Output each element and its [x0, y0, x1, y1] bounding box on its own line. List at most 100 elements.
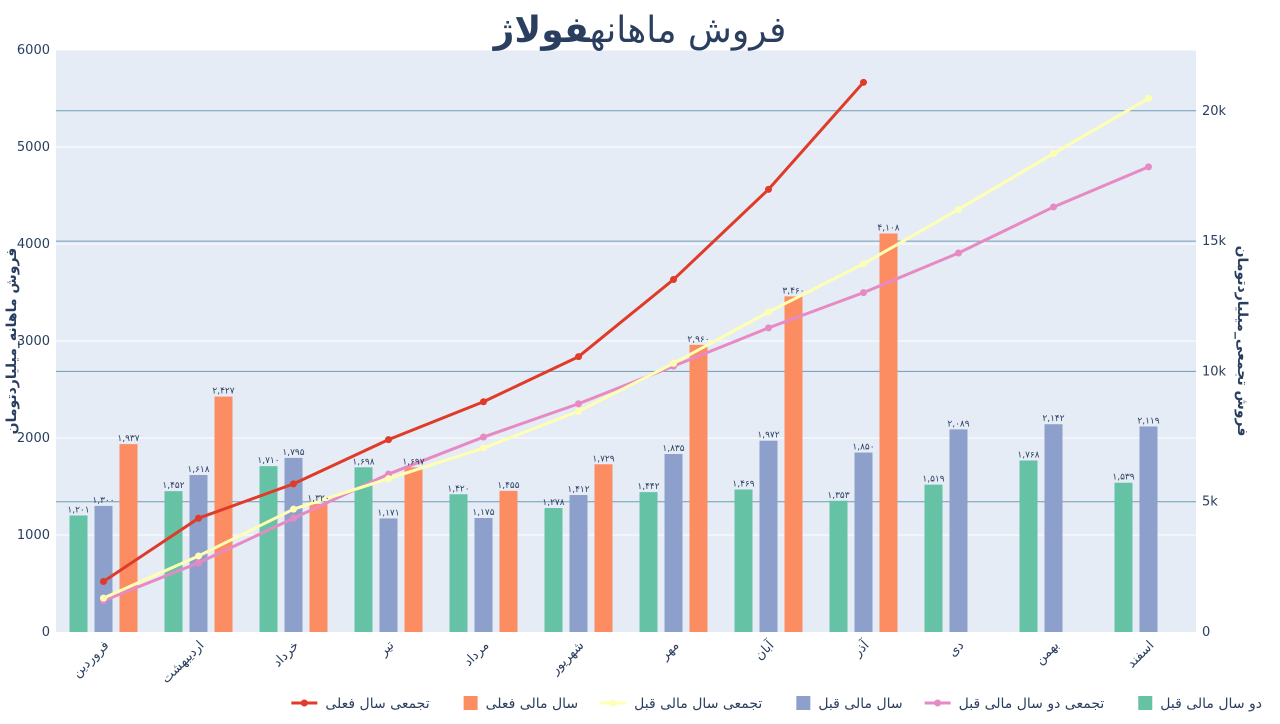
- bar: [354, 467, 373, 632]
- bar: [689, 344, 708, 632]
- bar-value-label: ۱,۳۰۰: [92, 496, 114, 506]
- line-point: [1050, 203, 1057, 211]
- bar-value-label: ۱,۴۵۵: [497, 481, 519, 491]
- gridlines: [56, 49, 1196, 536]
- chart-title-main: فروش ماهانه: [589, 10, 787, 51]
- bar-value-label: ۲,۱۴۲: [1042, 414, 1064, 424]
- legend-item: تجمعی سال مالی قبل: [600, 696, 762, 712]
- x-tick-label: شهریور: [547, 638, 587, 678]
- bar: [759, 440, 778, 632]
- bar-value-label: ۱,۴۲۰: [447, 484, 469, 494]
- line-point: [765, 324, 772, 332]
- bar: [594, 464, 613, 632]
- bar-value-label: ۳,۴۶۰: [782, 286, 804, 296]
- legend: دو سال مالی قبل تجمعی دو سال مالی قبل سال …: [291, 696, 1262, 712]
- bar-value-label: ۱,۷۶۸: [1017, 451, 1039, 461]
- bar-value-label: ۱,۵۱۹: [922, 475, 944, 485]
- line-point: [1145, 163, 1152, 171]
- bar: [854, 452, 873, 632]
- y2-tick-label: 5k: [1202, 495, 1218, 510]
- line-point: [195, 559, 202, 567]
- line-point: [290, 505, 297, 513]
- line-point: [1050, 150, 1057, 158]
- line-series: [102, 97, 1150, 600]
- bar-value-label: ۱,۵۳۹: [1112, 473, 1134, 483]
- bar: [1139, 426, 1158, 632]
- y2-tick-label: 0: [1202, 625, 1210, 640]
- bar: [379, 518, 398, 632]
- y2-axis-title: فروش تجمعی_میلیاردتومان: [1234, 246, 1250, 437]
- line-point: [955, 205, 962, 213]
- x-tick-label: تیر: [376, 638, 398, 660]
- line-series: [102, 165, 1150, 603]
- bar: [879, 233, 898, 633]
- bar: [284, 457, 303, 632]
- bar-value-label: ۴,۱۰۸: [877, 224, 899, 234]
- line-point: [290, 480, 297, 488]
- y-axis-title: فروش ماهانه_میلیاردتومان: [4, 248, 20, 435]
- legend-swatch-marker: [609, 699, 617, 707]
- legend-swatch: [463, 696, 478, 710]
- bar-value-label: ۱,۳۵۳: [827, 491, 849, 501]
- bars-layer: [69, 233, 1158, 633]
- line-point: [480, 398, 487, 406]
- bar-value-label: ۱,۴۵۲: [162, 481, 184, 491]
- bar-labels-layer: ۱,۲۰۱ ۱,۴۵۲ ۱,۷۱۰ ۱,۶۹۸ ۱,۴۲۰ ۱,۲۷۸ ۱,۴۴۲ ۱,۴۶۹…: [67, 224, 1159, 519]
- bar: [309, 503, 328, 632]
- bar-value-label: ۱,۶۹۸: [352, 457, 374, 467]
- legend-swatch-marker: [300, 699, 308, 707]
- line-point: [480, 444, 487, 452]
- bar-value-label: ۱,۴۴۲: [637, 482, 659, 492]
- bar: [164, 491, 183, 632]
- legend-item: دو سال مالی قبل: [1138, 696, 1262, 712]
- bar-value-label: ۲,۰۸۹: [947, 419, 969, 429]
- x-tick-label: فروردین: [70, 638, 113, 681]
- y2-tick-label: 20k: [1202, 104, 1227, 119]
- bar-value-label: ۱,۲۷۸: [542, 498, 564, 508]
- legend-item: سال مالی قبل: [796, 696, 903, 712]
- bar: [259, 466, 278, 632]
- x-tick-label: مهر: [657, 638, 683, 664]
- x-tick-label: اسفند: [1124, 638, 1157, 671]
- line-point: [575, 400, 582, 408]
- line-point: [290, 514, 297, 522]
- x-tick-label: اردیبهشت: [159, 638, 207, 686]
- bar-value-label: ۲,۴۲۷: [212, 387, 234, 397]
- y-axis-ticks: 0 1000 2000 3000 4000 5000 6000: [17, 43, 50, 640]
- bar: [214, 396, 233, 632]
- bar-value-label: ۱,۶۱۸: [187, 465, 209, 475]
- bar-value-label: ۱,۷۱۰: [257, 456, 279, 466]
- bar: [119, 444, 138, 632]
- bar-value-label: ۱,۱۷۱: [377, 508, 399, 518]
- legend-label: سال مالی فعلی: [486, 696, 579, 712]
- legend-label: دو سال مالی قبل: [1160, 696, 1262, 712]
- line-point: [670, 359, 677, 367]
- bar-value-label: ۱,۸۵۰: [852, 443, 874, 453]
- bar-value-label: ۱,۷۹۵: [282, 448, 304, 458]
- x-tick-label: بهمن: [1033, 638, 1063, 668]
- bar: [1114, 482, 1133, 632]
- bar: [784, 296, 803, 632]
- line-point: [670, 276, 677, 284]
- legend-label: سال مالی قبل: [818, 696, 902, 712]
- line-point: [385, 475, 392, 483]
- legend-label: تجمعی دو سال مالی قبل: [959, 696, 1105, 712]
- bar: [474, 518, 493, 632]
- line-point: [100, 578, 107, 586]
- legend-swatch: [1138, 696, 1153, 710]
- x-tick-label: آبان: [751, 636, 779, 664]
- bar-value-label: ۲,۱۱۹: [1137, 416, 1159, 426]
- y-tick-label: 1000: [17, 528, 50, 543]
- y-tick-label: 6000: [17, 43, 50, 58]
- line-point: [575, 353, 582, 361]
- bar: [404, 467, 423, 632]
- bar: [499, 490, 518, 632]
- line-point: [100, 594, 107, 602]
- bar: [69, 515, 88, 632]
- line-point: [575, 407, 582, 415]
- bar-value-label: ۲,۹۶۰: [687, 335, 709, 345]
- y-tick-label: 4000: [17, 237, 50, 252]
- line-point: [480, 433, 487, 441]
- line-point: [385, 436, 392, 444]
